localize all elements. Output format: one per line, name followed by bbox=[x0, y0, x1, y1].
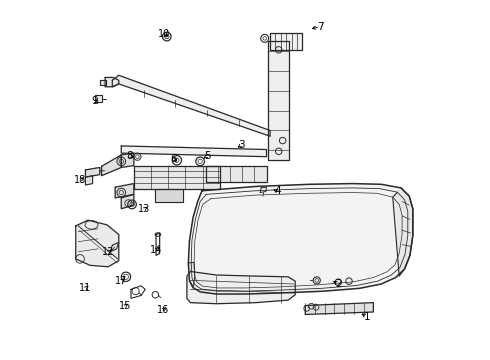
Polygon shape bbox=[188, 184, 413, 294]
Text: 18: 18 bbox=[74, 175, 86, 185]
Text: 2: 2 bbox=[335, 279, 342, 289]
Text: 7: 7 bbox=[317, 22, 323, 32]
Polygon shape bbox=[112, 75, 270, 136]
Polygon shape bbox=[122, 194, 134, 209]
Polygon shape bbox=[100, 80, 106, 85]
Text: 3: 3 bbox=[238, 140, 245, 150]
Text: 8: 8 bbox=[126, 150, 133, 161]
Polygon shape bbox=[270, 33, 302, 50]
Polygon shape bbox=[122, 153, 134, 167]
Polygon shape bbox=[269, 41, 289, 160]
Text: 11: 11 bbox=[79, 283, 92, 293]
Polygon shape bbox=[205, 166, 267, 182]
Polygon shape bbox=[134, 166, 220, 189]
Polygon shape bbox=[188, 262, 195, 288]
Text: 14: 14 bbox=[150, 245, 162, 255]
Text: 4: 4 bbox=[274, 186, 281, 197]
Polygon shape bbox=[187, 271, 295, 304]
Polygon shape bbox=[95, 95, 101, 102]
Text: 9: 9 bbox=[92, 96, 98, 106]
Polygon shape bbox=[122, 146, 267, 157]
Polygon shape bbox=[101, 155, 122, 176]
Polygon shape bbox=[105, 77, 119, 87]
Polygon shape bbox=[155, 189, 183, 202]
Text: 16: 16 bbox=[157, 305, 170, 315]
Polygon shape bbox=[115, 184, 134, 198]
Text: 5: 5 bbox=[204, 150, 211, 161]
Polygon shape bbox=[85, 176, 93, 185]
Text: 17: 17 bbox=[115, 276, 127, 286]
Polygon shape bbox=[85, 167, 100, 177]
Polygon shape bbox=[305, 303, 373, 315]
Text: 12: 12 bbox=[102, 247, 114, 257]
Text: 6: 6 bbox=[170, 154, 176, 164]
Text: 15: 15 bbox=[119, 301, 131, 311]
Text: 13: 13 bbox=[138, 204, 150, 215]
Text: 10: 10 bbox=[158, 29, 171, 39]
Polygon shape bbox=[393, 188, 413, 276]
Text: 1: 1 bbox=[364, 312, 370, 322]
Polygon shape bbox=[76, 220, 119, 267]
